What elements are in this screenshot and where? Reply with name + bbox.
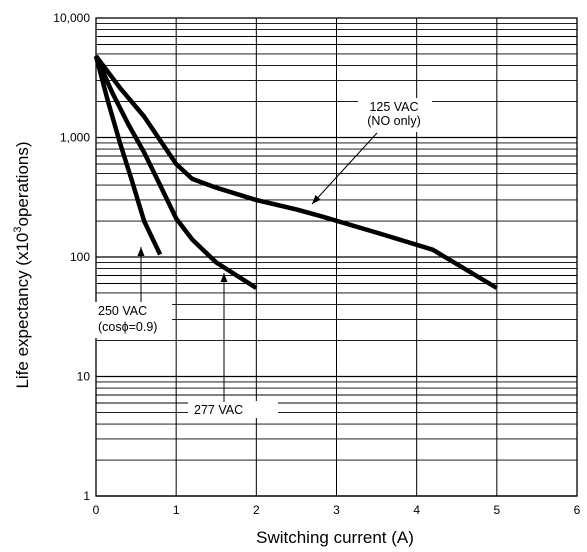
y-tick-label: 1: [83, 489, 90, 503]
y-tick-label: 10: [77, 370, 91, 384]
x-tick-label: 6: [574, 503, 581, 517]
annotation-arrowhead: [138, 247, 145, 256]
annotation-label: 125 VAC (NO only): [367, 100, 420, 128]
y-axis-label-main: Life expectancy (x10: [13, 233, 32, 389]
annotation-arrow-line: [312, 133, 377, 204]
x-tick-label: 5: [493, 503, 500, 517]
y-axis-label-tail: operations): [13, 141, 32, 226]
x-tick-label: 3: [333, 503, 340, 517]
annotation-label: 277 VAC: [194, 403, 243, 417]
grid-lines: [96, 18, 577, 496]
x-tick-label: 2: [253, 503, 260, 517]
y-tick-label: 100: [70, 250, 90, 264]
y-tick-label: 10,000: [53, 11, 90, 25]
x-tick-label: 0: [93, 503, 100, 517]
y-tick-label: 1,000: [60, 131, 90, 145]
x-tick-label: 1: [173, 503, 180, 517]
annotation-arrowhead: [221, 273, 228, 282]
x-tick-label: 4: [413, 503, 420, 517]
y-axis-label: Life expectancy (x103operations): [12, 141, 32, 388]
annotations: 125 VAC (NO only) 277 VAC 250 VAC (cosϕ=0.9): [86, 98, 432, 418]
annotation-label-line: (NO only): [367, 114, 420, 128]
annotation-label-line: 250 VAC: [98, 304, 147, 318]
annotation-label-line: 125 VAC: [369, 100, 418, 114]
series-line: [96, 56, 160, 254]
x-axis-label: Switching current (A): [256, 528, 414, 547]
annotation-label-line: 277 VAC: [194, 403, 243, 417]
series-lines: [96, 56, 497, 288]
annotation-label-line: (cosϕ=0.9): [98, 320, 157, 334]
